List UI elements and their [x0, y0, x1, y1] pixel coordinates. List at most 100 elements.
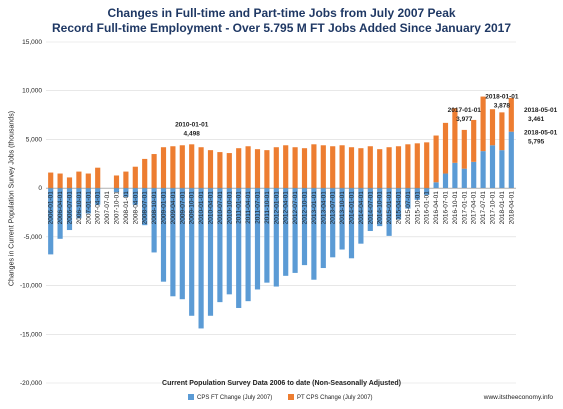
bar-ft — [66, 188, 73, 231]
bar-ft — [226, 188, 232, 295]
bar-pt — [245, 146, 251, 189]
annotation-value: 3,878 — [494, 102, 511, 109]
bar-pt — [358, 148, 364, 189]
bar-ft — [301, 188, 308, 266]
legend-label-ft: CPS FT Change (July 2007) — [197, 395, 273, 401]
bar-pt — [95, 167, 101, 189]
y-tick-label: -20,000 — [20, 380, 42, 387]
bar-pt — [386, 147, 392, 189]
x-tick-label: 2008-01-01 — [123, 191, 130, 225]
bar-pt — [123, 171, 129, 189]
bar-ft — [377, 188, 383, 227]
bar-ft — [442, 173, 449, 189]
bar-ft — [386, 188, 392, 236]
bar-pt — [433, 135, 439, 183]
x-tick-label: 2010-07-01 — [217, 191, 224, 225]
bar-ft — [123, 188, 129, 197]
x-tick-label: 2011-01-01 — [236, 191, 243, 224]
y-tick-label: -15,000 — [20, 331, 42, 338]
bar-pt — [508, 97, 514, 132]
bar-ft — [189, 188, 195, 316]
legend-swatch-ft — [188, 394, 194, 400]
x-tick-label: 2010-01-01 — [198, 191, 205, 225]
annotation-date: 2010-01-01 — [175, 121, 209, 128]
x-tick-label: 2009-07-01 — [179, 191, 186, 225]
y-tick-label: -5,000 — [24, 234, 43, 241]
bar-ft — [142, 188, 148, 226]
bar-ft — [151, 188, 157, 253]
x-tick-label: 2015-01-01 — [386, 191, 393, 225]
bar-ft — [113, 188, 120, 193]
x-tick-label: 2011-10-01 — [264, 191, 271, 224]
bar-pt — [339, 145, 345, 189]
x-tick-label: 2008-04-01 — [132, 191, 139, 225]
annotation-value: 5,795 — [528, 139, 545, 146]
bar-ft — [471, 161, 477, 189]
x-tick-label: 2012-04-01 — [283, 191, 290, 225]
bar-pt — [151, 154, 157, 189]
x-tick-label: 2015-04-01 — [396, 191, 403, 225]
x-tick-label: 2011-07-01 — [255, 191, 262, 224]
bar-ft — [48, 188, 54, 255]
bar-pt — [142, 158, 148, 189]
bar-pt — [236, 148, 242, 189]
bar-pt — [414, 143, 420, 189]
bar-pt — [273, 147, 279, 189]
annotation-date: 2017-01-01 — [448, 107, 482, 114]
bar-pt — [348, 147, 355, 189]
legend-swatch-pt — [287, 394, 294, 400]
x-tick-label: 2018-01-01 — [499, 191, 506, 225]
bar-ft — [452, 162, 458, 189]
x-tick-label: 2013-07-01 — [330, 191, 337, 225]
x-tick-label: 2016-01-01 — [424, 191, 431, 225]
chart-title: Changes in Full-time and Part-time Jobs … — [107, 6, 456, 20]
bar-pt — [320, 145, 326, 189]
y-tick-label: -10,000 — [20, 283, 42, 290]
x-tick-label: 2017-04-01 — [471, 191, 478, 225]
y-tick-label: 10,000 — [22, 88, 42, 95]
bar-ft — [461, 168, 467, 189]
x-axis-label: Current Population Survey Data 2006 to d… — [162, 380, 401, 387]
bar-pt — [405, 144, 411, 189]
bar-pt — [301, 148, 308, 189]
bar-ft — [292, 188, 298, 273]
bar-pt — [179, 145, 185, 189]
bar-ft — [264, 188, 270, 283]
bar-ft — [57, 188, 63, 239]
x-tick-label: 2007-10-01 — [114, 191, 121, 225]
bar-ft — [85, 188, 91, 214]
x-tick-label: 2017-07-01 — [480, 191, 487, 225]
bar-pt — [499, 112, 505, 151]
bar-ft — [160, 188, 167, 282]
x-tick-label: 2009-10-01 — [189, 191, 196, 225]
bar-ft — [330, 188, 336, 258]
x-tick-label: 2013-01-01 — [311, 191, 318, 225]
x-tick-label: 2007-01-01 — [85, 191, 92, 225]
bar-ft — [254, 188, 261, 290]
y-axis-label: Changes in Current Population Survey Job… — [8, 110, 16, 287]
x-tick-label: 2014-04-01 — [358, 191, 365, 225]
annotation-value: 4,498 — [184, 130, 201, 137]
legend-item-pt: PT CPS Change (July 2007) — [287, 394, 373, 401]
x-tick-label: 2016-04-01 — [433, 191, 440, 225]
bar-pt — [283, 145, 289, 189]
x-tick-label: 2012-10-01 — [302, 191, 309, 225]
bar-ft — [320, 188, 326, 269]
annotation-date: 2018-01-01 — [485, 93, 519, 100]
annotation-value: 3,977 — [456, 116, 473, 123]
bar-pt — [160, 147, 167, 189]
bar-pt — [471, 119, 477, 162]
x-tick-label: 2008-07-01 — [142, 191, 149, 225]
bar-ft — [358, 188, 364, 244]
x-tick-label: 2010-04-01 — [208, 191, 215, 225]
x-tick-label: 2018-04-01 — [508, 191, 515, 225]
y-tick-label: 0 — [38, 185, 42, 192]
source-text: www.itstheeconomy.info — [483, 394, 553, 401]
bar-ft — [348, 188, 355, 259]
x-tick-label: 2010-10-01 — [226, 191, 233, 225]
bar-pt — [189, 144, 195, 189]
bar-pt — [48, 172, 54, 189]
x-tick-label: 2012-01-01 — [273, 191, 280, 225]
